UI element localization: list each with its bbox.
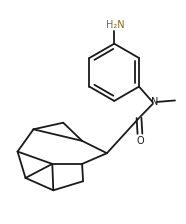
Text: N: N: [151, 97, 159, 107]
Text: O: O: [136, 136, 144, 146]
Text: H₂N: H₂N: [106, 20, 124, 30]
